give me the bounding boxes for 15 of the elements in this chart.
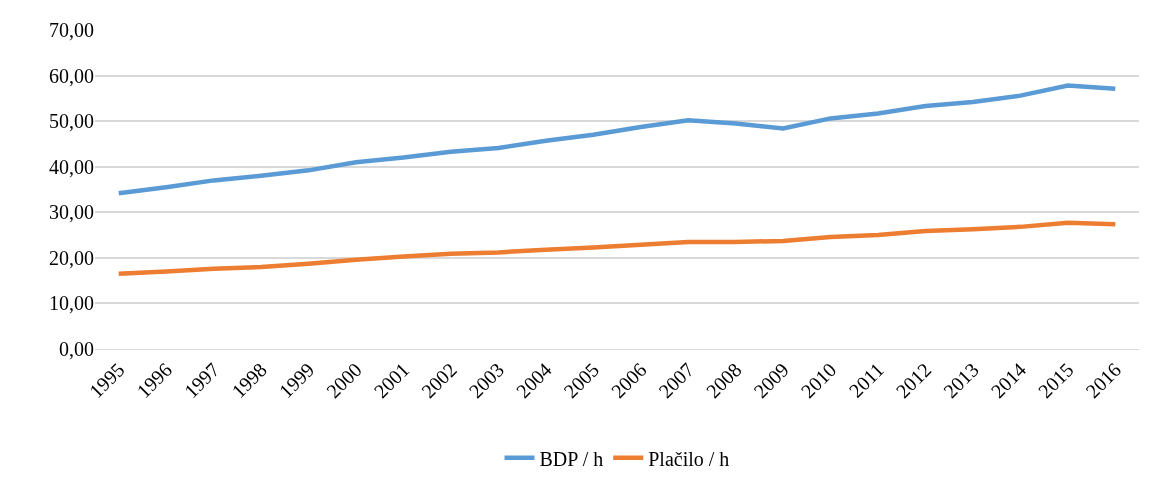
- y-tick-label: 0,00: [59, 338, 94, 360]
- y-tick-label: 10,00: [49, 292, 94, 315]
- line-series: [116, 83, 1118, 196]
- legend-label: BDP / h: [539, 447, 604, 470]
- y-tick-label: 70,00: [49, 19, 94, 41]
- line-series: [116, 220, 1118, 277]
- x-tick-label: 1998: [227, 358, 271, 403]
- legend-label: Plačilo / h: [648, 447, 730, 470]
- y-tick-label: 60,00: [49, 64, 94, 87]
- y-tick-label: 20,00: [49, 246, 94, 269]
- y-tick-label: 30,00: [49, 201, 94, 224]
- y-tick-label: 50,00: [49, 110, 94, 133]
- x-tick-label: 1999: [274, 358, 319, 403]
- y-tick-label: 40,00: [49, 155, 94, 178]
- x-tick-label: 2011: [844, 358, 888, 402]
